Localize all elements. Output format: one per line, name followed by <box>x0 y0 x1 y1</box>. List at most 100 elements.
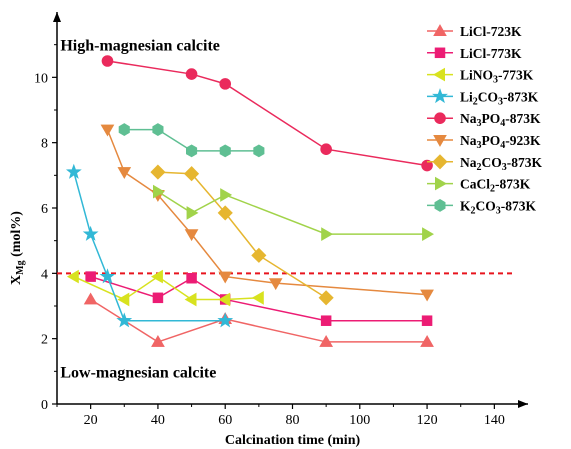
x-tick-label: 80 <box>286 413 300 428</box>
legend-item-3: Li2CO3-873K <box>427 88 539 107</box>
legend-item-4: Na3PO4-873K <box>427 111 541 129</box>
data-point <box>99 268 116 284</box>
x-tick-label: 100 <box>349 413 370 428</box>
series-2 <box>66 269 264 307</box>
legend-label-text: -873K <box>507 155 543 170</box>
legend-label-text: PO <box>482 133 501 148</box>
legend-label-subscript: 2 <box>473 96 478 107</box>
data-point <box>421 315 433 326</box>
legend-marker <box>432 154 448 170</box>
legend-label: LiCl-773K <box>460 46 522 61</box>
x-tick-label: 120 <box>417 413 438 428</box>
legend-label-subscript: 3 <box>477 140 482 151</box>
y-axis-title-sub: Mg <box>15 260 26 274</box>
data-point <box>251 247 267 263</box>
series-4 <box>101 55 433 172</box>
data-point <box>219 78 232 90</box>
y-axis-title-unit: (mol%) <box>9 211 24 261</box>
legend-label-text: LiCl-773K <box>460 46 522 61</box>
axes: 20 40 60 80 100 120 140 0 2 4 6 8 10 <box>34 12 528 428</box>
data-point <box>185 68 198 80</box>
data-point <box>183 166 200 182</box>
legend-label-text: -873K <box>501 198 537 213</box>
series-3 <box>65 163 234 328</box>
legend-label-text: LiNO <box>460 68 493 83</box>
legend-label-text: Na <box>460 111 477 126</box>
legend-item-5: Na3PO4-923K <box>427 133 541 151</box>
legend-item-2: LiNO3-773K <box>427 68 534 86</box>
legend-label: Li2CO3-873K <box>460 89 539 107</box>
data-point <box>421 159 433 172</box>
x-tick-label: 40 <box>151 413 165 428</box>
legend-label-text: CO <box>482 155 502 170</box>
legend-label: LiCl-723K <box>460 24 522 39</box>
data-point <box>268 278 283 291</box>
legend-label-subscript: 2 <box>490 184 495 195</box>
data-point <box>321 227 334 242</box>
data-point <box>320 143 332 155</box>
legend-label-subscript: 4 <box>500 140 505 151</box>
legend-label-subscript: 2 <box>477 162 482 173</box>
y-tick-label: 8 <box>41 137 48 152</box>
legend: LiCl-723K LiCl-773K LiNO3-773K Li2CO3-873K N… <box>427 24 542 216</box>
legend-label: K2CO3-873K <box>460 198 537 216</box>
x-tick-label: 20 <box>84 413 98 428</box>
series-line <box>90 275 428 322</box>
data-point <box>118 123 130 136</box>
x-tick-label: 60 <box>218 413 232 428</box>
legend-marker <box>434 198 446 212</box>
series-8 <box>118 123 265 158</box>
y-tick-label: 6 <box>41 202 48 217</box>
data-point <box>117 167 132 180</box>
data-point <box>150 164 166 180</box>
data-point <box>152 123 164 136</box>
y-tick-label: 4 <box>41 267 48 282</box>
legend-label-subscript: 4 <box>500 118 505 129</box>
legend-item-6: Na2CO3-873K <box>427 154 543 173</box>
series-line <box>73 171 226 322</box>
data-point <box>83 292 98 305</box>
data-point <box>66 269 79 284</box>
data-point <box>218 271 233 284</box>
legend-label-subscript: 3 <box>502 162 507 173</box>
legend-label-text: CO <box>476 198 496 213</box>
y-axis-title: XMg (mol%) <box>9 211 26 285</box>
data-point <box>186 272 197 284</box>
data-point <box>217 312 234 328</box>
data-point <box>153 184 165 199</box>
legend-label-subscript: 3 <box>498 96 503 107</box>
legend-label: CaCl2-873K <box>460 177 531 195</box>
legend-marker <box>434 112 446 124</box>
series-6 <box>150 164 334 306</box>
data-point <box>218 292 231 307</box>
legend-label-text: Na <box>460 155 477 170</box>
legend-label-text: K <box>460 198 471 213</box>
legend-label-subscript: 3 <box>496 205 501 216</box>
data-point <box>186 144 198 158</box>
data-point <box>82 225 99 241</box>
legend-item-7: CaCl2-873K <box>427 177 531 195</box>
data-point <box>220 188 233 202</box>
series-5 <box>100 124 434 302</box>
y-tick-label: 10 <box>34 71 48 86</box>
legend-label: Na3PO4-923K <box>460 133 541 151</box>
x-tick-label: 140 <box>484 413 505 428</box>
legend-item-8: K2CO3-873K <box>427 198 537 216</box>
x-axis-arrow <box>518 400 528 408</box>
data-point <box>85 271 96 282</box>
annotation-low-mg: Low-magnesian calcite <box>60 364 216 381</box>
legend-label-text: PO <box>482 111 501 126</box>
legend-label-text: -923K <box>505 133 541 148</box>
data-point <box>151 334 165 347</box>
data-point <box>420 289 434 302</box>
data-point <box>217 205 233 221</box>
y-tick-label: 2 <box>41 333 48 348</box>
y-axis-title-main: X <box>9 275 24 285</box>
data-point <box>319 334 334 347</box>
data-point <box>152 292 164 304</box>
legend-marker <box>432 88 448 104</box>
series-line <box>73 275 259 301</box>
legend-marker <box>433 24 447 37</box>
legend-label-text: -873K <box>495 177 531 192</box>
